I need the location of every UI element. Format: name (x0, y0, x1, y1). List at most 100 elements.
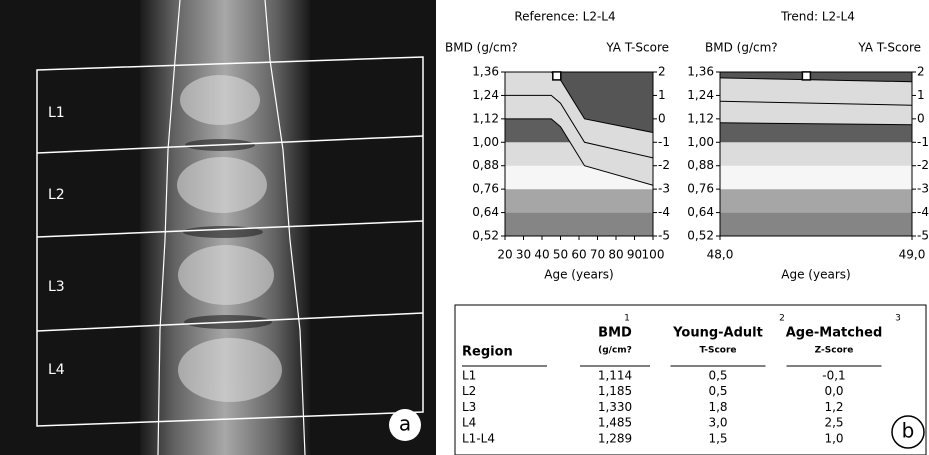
y-tick-label: 1,36 (687, 65, 714, 79)
y-tick-label: 1,12 (687, 111, 714, 125)
y2-tick-label: 1 (917, 88, 925, 102)
y2-tick-label: 2 (917, 65, 925, 79)
x-tick-label: 40 (534, 248, 549, 262)
table-cell: 1,330 (598, 400, 632, 414)
panel-label: a (399, 412, 411, 436)
table-cell: 1,289 (598, 431, 632, 445)
x-tick-label: 90 (627, 248, 642, 262)
curve (719, 100, 913, 106)
table-cell: 1,185 (598, 384, 632, 398)
x-tick-label: 20 (497, 248, 512, 262)
y-tick-label: 0,88 (687, 158, 714, 172)
x-axis-label: Age (years) (781, 268, 850, 282)
y-tick-label: 0,76 (472, 182, 499, 196)
header-unit: (g/cm? (598, 346, 632, 356)
panel-label: b (902, 419, 915, 443)
y-tick-label: 0,52 (472, 229, 499, 243)
header-footnote: 1 (624, 314, 630, 324)
table-cell: L3 (462, 400, 476, 414)
band (720, 142, 912, 166)
x-tick-label: 30 (516, 248, 531, 262)
table-cell: -0,1 (822, 369, 845, 383)
band (720, 165, 912, 190)
vertebra-label: L4 (48, 362, 65, 378)
column-header: Young-Adult (672, 326, 763, 341)
curve (505, 94, 654, 159)
header-footnote: 2 (779, 314, 785, 324)
band (505, 212, 653, 236)
y2-tick-label: -1 (658, 135, 670, 149)
y2-tick-label: 0 (658, 111, 666, 125)
table-cell: 0,0 (824, 384, 843, 398)
y-tick-label: 1,00 (472, 135, 499, 149)
table-cell: 1,5 (708, 431, 727, 445)
y2-axis-label: YA T-Score (857, 41, 921, 55)
column-header: Region (462, 345, 513, 360)
panel-label-circle (891, 415, 925, 449)
y-tick-label: 0,52 (687, 229, 714, 243)
table-cell: 2,5 (824, 416, 843, 430)
y2-axis-label: YA T-Score (605, 41, 669, 55)
x-tick-label: 49,0 (899, 248, 926, 262)
normal-range (720, 77, 912, 125)
curve (719, 122, 913, 126)
column-header: BMD (598, 326, 632, 341)
curve (505, 118, 654, 186)
chart-title: Reference: L2-L4 (514, 10, 615, 24)
table-cell: 1,0 (824, 431, 843, 445)
y2-tick-label: -2 (917, 158, 929, 172)
x-tick-label: 80 (608, 248, 623, 262)
y2-tick-label: -2 (658, 158, 670, 172)
upper-region (505, 72, 653, 133)
y-tick-label: 0,64 (687, 205, 714, 219)
table-cell: L4 (462, 416, 476, 430)
curve (719, 77, 913, 83)
x-tick-label: 100 (642, 248, 665, 262)
table-cell: 0,5 (708, 384, 727, 398)
axes-frame (719, 71, 913, 237)
y2-tick-label: 1 (658, 88, 666, 102)
y-axis-label: BMD (g/cm? (445, 41, 518, 55)
y2-tick-label: -3 (917, 182, 929, 196)
header-unit: Z-Score (815, 346, 854, 356)
y-tick-label: 1,36 (472, 65, 499, 79)
band (720, 189, 912, 213)
table-frame (454, 304, 927, 455)
y2-tick-label: 2 (658, 65, 666, 79)
y2-tick-label: -5 (917, 229, 929, 243)
table-cell: 1,8 (708, 400, 727, 414)
y2-tick-label: 0 (917, 111, 925, 125)
y-tick-label: 0,88 (472, 158, 499, 172)
table-cell: 1,114 (598, 369, 632, 383)
patient-point (801, 71, 812, 81)
y-tick-label: 1,00 (687, 135, 714, 149)
x-tick-label: 50 (553, 248, 568, 262)
normal-range (505, 72, 653, 186)
band (505, 189, 653, 213)
y2-tick-label: -4 (658, 205, 670, 219)
x-tick-label: 60 (571, 248, 586, 262)
vertebra-label: L1 (48, 105, 65, 121)
table-cell: L1 (462, 369, 476, 383)
column-header: Age-Matched (786, 326, 883, 341)
y2-tick-label: -5 (658, 229, 670, 243)
table-cell: 0,5 (708, 369, 727, 383)
vertebra-label: L3 (48, 279, 65, 295)
y-tick-label: 1,24 (687, 88, 714, 102)
vertebra-label: L2 (48, 187, 65, 203)
table-cell: 3,0 (708, 416, 727, 430)
scan-image: L1 L2 L3 L4 a (0, 0, 436, 455)
patient-point (552, 71, 562, 81)
y-axis-label: BMD (g/cm? (705, 41, 778, 55)
x-tick-label: 70 (590, 248, 605, 262)
y-tick-label: 0,64 (472, 205, 499, 219)
table-cell: 1,2 (824, 400, 843, 414)
y-tick-label: 1,24 (472, 88, 499, 102)
y-tick-label: 0,76 (687, 182, 714, 196)
table-cell: L2 (462, 384, 476, 398)
header-unit: T-Score (699, 346, 736, 356)
band (720, 212, 912, 236)
x-tick-label: 48,0 (707, 248, 734, 262)
upper-region (720, 72, 912, 82)
